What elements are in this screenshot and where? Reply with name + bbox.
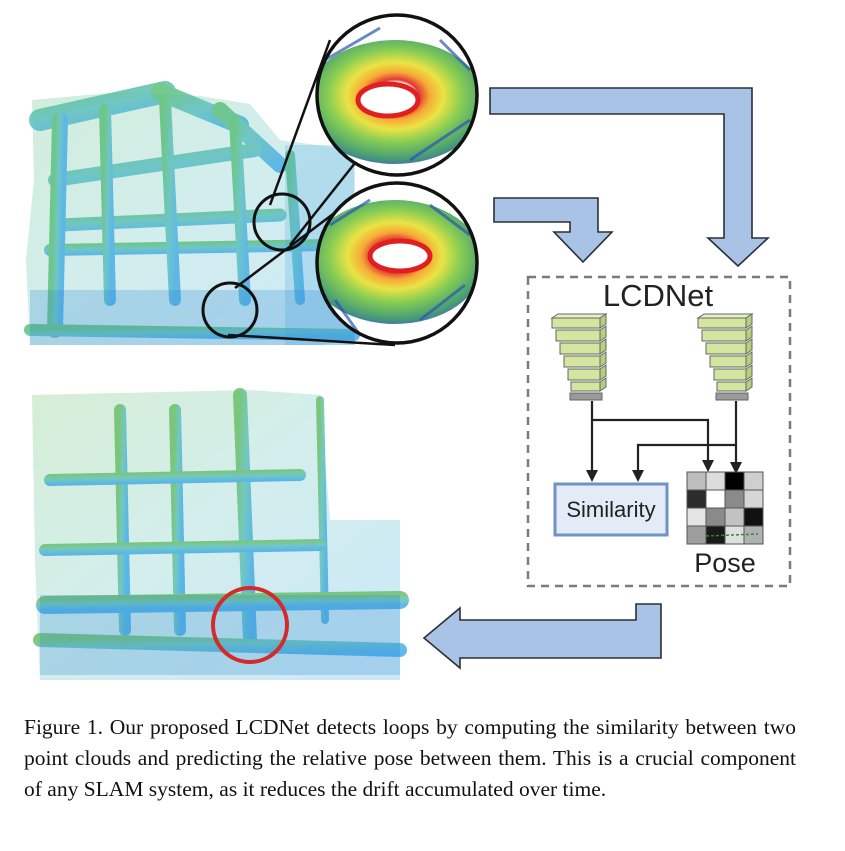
zoom-circle-upper [252, 192, 312, 252]
loop-closure-circle [211, 586, 289, 664]
lcdnet-box [526, 275, 792, 588]
similarity-label: Similarity [566, 497, 655, 522]
scan-inset-bottom [315, 181, 479, 345]
arrow-top-to-network [489, 87, 771, 268]
top-point-cloud-map [24, 81, 364, 345]
arrow-output-to-map [422, 603, 662, 670]
connectors [590, 401, 738, 472]
lcdnet-title: LCDNet [603, 278, 714, 313]
encoder-left [550, 313, 608, 401]
figure-graphic: LCDNet [24, 13, 792, 680]
zoom-lines [227, 39, 396, 347]
figure-caption: Figure 1. Our proposed LCDNet detects lo… [24, 715, 796, 801]
bottom-point-cloud-map [32, 388, 409, 680]
similarity-box [553, 482, 669, 537]
pose-label: Pose [694, 548, 756, 578]
encoder-right [696, 313, 754, 401]
arrow-bottom-to-network [493, 197, 614, 264]
arrowheads [586, 460, 742, 482]
pose-matrix [686, 471, 764, 545]
scan-inset-top [315, 13, 479, 177]
zoom-circle-lower [201, 281, 259, 339]
